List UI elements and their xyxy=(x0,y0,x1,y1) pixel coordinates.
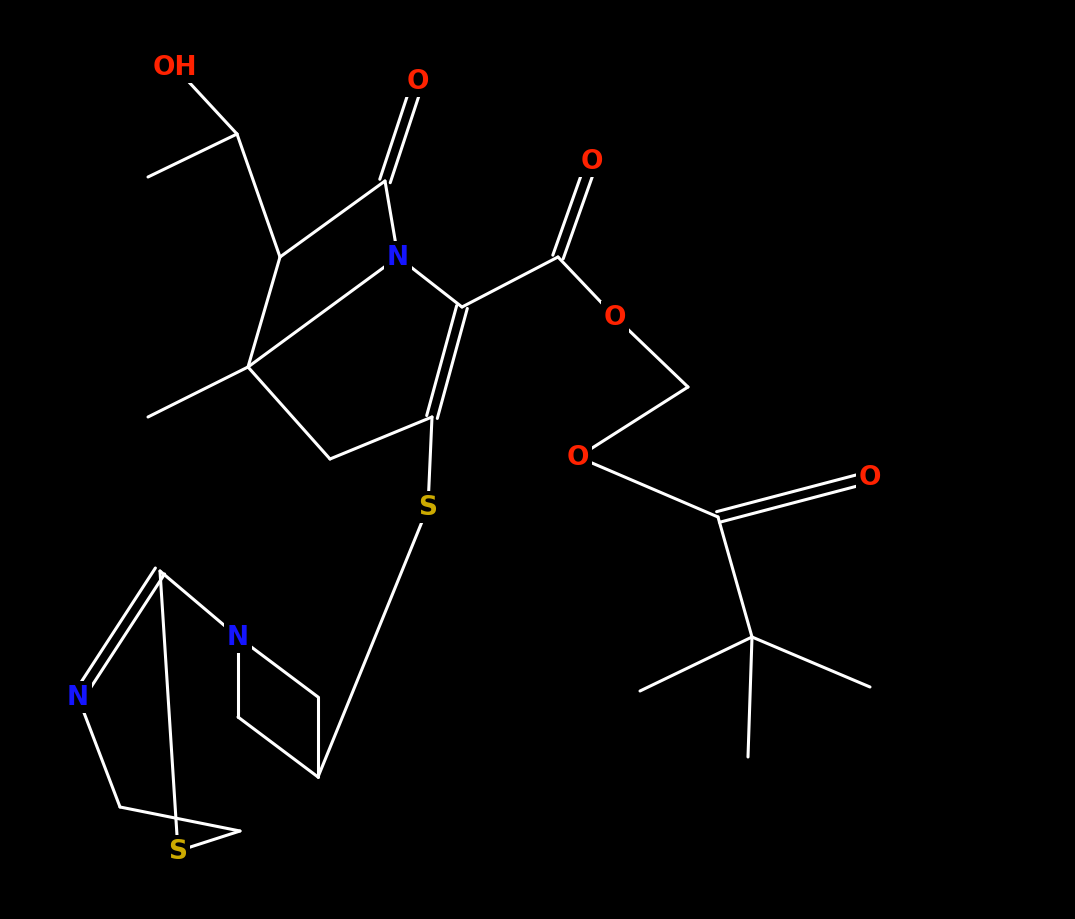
Text: S: S xyxy=(418,494,438,520)
Text: OH: OH xyxy=(153,55,197,81)
Text: N: N xyxy=(227,624,249,651)
Text: O: O xyxy=(406,69,429,95)
Text: O: O xyxy=(567,445,589,471)
Text: O: O xyxy=(604,305,627,331)
Text: N: N xyxy=(67,685,89,710)
Text: O: O xyxy=(859,464,882,491)
Text: N: N xyxy=(387,244,408,271)
Text: S: S xyxy=(169,838,187,864)
Text: O: O xyxy=(580,149,603,175)
